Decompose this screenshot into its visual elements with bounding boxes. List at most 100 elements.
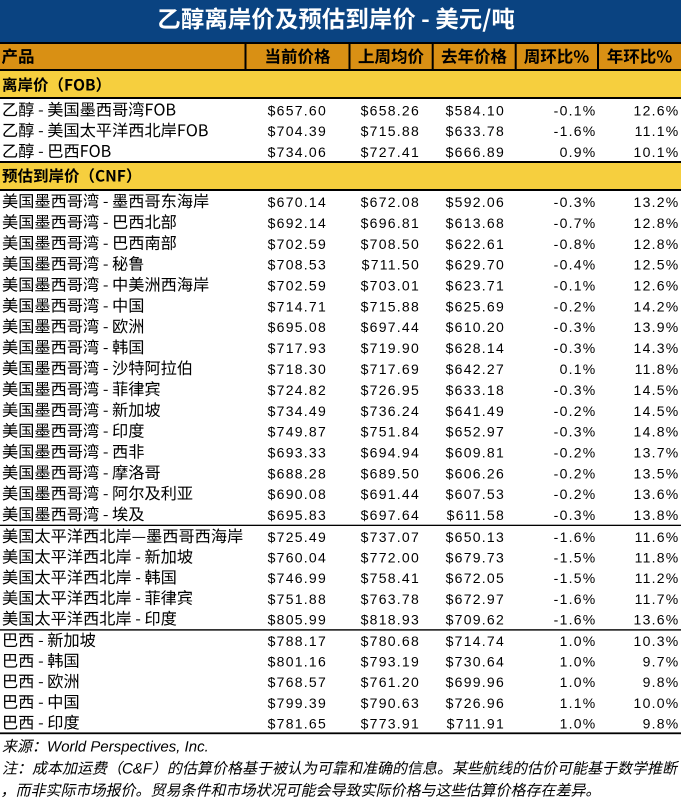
svg-text:12.8%: 12.8% bbox=[634, 215, 680, 231]
svg-text:$781.65: $781.65 bbox=[268, 715, 327, 731]
svg-text:1.0%: 1.0% bbox=[560, 674, 597, 690]
svg-text:-0.3%: -0.3% bbox=[554, 340, 597, 356]
svg-text:$718.30: $718.30 bbox=[268, 361, 327, 377]
svg-text:10.3%: 10.3% bbox=[634, 633, 680, 649]
svg-text:$672.08: $672.08 bbox=[361, 194, 420, 210]
svg-text:-1.6%: -1.6% bbox=[554, 591, 597, 607]
svg-text:12.8%: 12.8% bbox=[634, 236, 680, 252]
svg-text:-0.1%: -0.1% bbox=[554, 278, 597, 294]
svg-text:$730.64: $730.64 bbox=[446, 654, 505, 670]
svg-text:$734.06: $734.06 bbox=[268, 144, 327, 160]
svg-text:$711.50: $711.50 bbox=[362, 257, 420, 273]
svg-text:$609.81: $609.81 bbox=[446, 445, 505, 461]
svg-text:-0.3%: -0.3% bbox=[554, 424, 597, 440]
svg-text:$715.88: $715.88 bbox=[361, 298, 420, 314]
svg-text:$672.97: $672.97 bbox=[446, 591, 505, 607]
svg-text:14.3%: 14.3% bbox=[634, 340, 680, 356]
svg-text:$801.16: $801.16 bbox=[268, 654, 327, 670]
svg-text:$666.89: $666.89 bbox=[446, 144, 505, 160]
svg-text:$688.28: $688.28 bbox=[268, 465, 327, 481]
svg-text:$641.49: $641.49 bbox=[446, 403, 505, 419]
svg-text:9.8%: 9.8% bbox=[643, 715, 680, 731]
svg-text:1.0%: 1.0% bbox=[560, 654, 597, 670]
svg-text:$610.20: $610.20 bbox=[446, 319, 505, 335]
svg-text:$695.08: $695.08 bbox=[268, 319, 327, 335]
svg-text:$760.04: $760.04 bbox=[268, 550, 327, 566]
svg-text:$761.20: $761.20 bbox=[361, 674, 420, 690]
svg-text:$689.50: $689.50 bbox=[361, 465, 420, 481]
svg-text:13.9%: 13.9% bbox=[634, 319, 680, 335]
svg-text:$696.81: $696.81 bbox=[361, 215, 420, 231]
svg-text:-0.2%: -0.2% bbox=[554, 403, 597, 419]
svg-text:$629.70: $629.70 bbox=[446, 257, 505, 273]
svg-text:$758.41: $758.41 bbox=[361, 570, 420, 586]
svg-text:11.8%: 11.8% bbox=[635, 550, 680, 566]
svg-text:$606.26: $606.26 bbox=[446, 465, 505, 481]
svg-text:13.8%: 13.8% bbox=[634, 507, 680, 523]
svg-text:$623.71: $623.71 bbox=[446, 278, 505, 294]
svg-text:$625.69: $625.69 bbox=[446, 298, 505, 314]
svg-text:$709.62: $709.62 bbox=[446, 611, 505, 627]
svg-text:-0.3%: -0.3% bbox=[554, 194, 597, 210]
svg-text:13.6%: 13.6% bbox=[634, 611, 680, 627]
svg-text:-1.6%: -1.6% bbox=[554, 123, 597, 139]
svg-text:12.6%: 12.6% bbox=[634, 278, 680, 294]
svg-text:$657.60: $657.60 bbox=[268, 103, 327, 119]
svg-text:$719.90: $719.90 bbox=[361, 340, 420, 356]
svg-text:13.5%: 13.5% bbox=[634, 465, 680, 481]
svg-text:$790.63: $790.63 bbox=[361, 695, 420, 711]
svg-text:$702.59: $702.59 bbox=[268, 278, 327, 294]
svg-text:-0.4%: -0.4% bbox=[554, 257, 597, 273]
svg-text:11.1%: 11.1% bbox=[635, 123, 680, 139]
svg-text:$773.91: $773.91 bbox=[361, 715, 420, 731]
svg-text:$708.53: $708.53 bbox=[268, 257, 327, 273]
svg-text:$697.44: $697.44 bbox=[361, 319, 420, 335]
svg-text:$818.93: $818.93 bbox=[361, 611, 420, 627]
svg-text:-0.1%: -0.1% bbox=[554, 103, 597, 119]
svg-text:$584.10: $584.10 bbox=[446, 103, 505, 119]
svg-text:$592.06: $592.06 bbox=[446, 194, 505, 210]
svg-text:$751.84: $751.84 bbox=[361, 424, 420, 440]
svg-text:$805.99: $805.99 bbox=[268, 611, 327, 627]
svg-text:-0.2%: -0.2% bbox=[554, 465, 597, 481]
svg-text:-1.6%: -1.6% bbox=[554, 529, 597, 545]
svg-text:$768.57: $768.57 bbox=[268, 674, 327, 690]
svg-text:$633.18: $633.18 bbox=[446, 382, 505, 398]
svg-text:$726.95: $726.95 bbox=[361, 382, 420, 398]
svg-text:$715.88: $715.88 bbox=[361, 123, 420, 139]
svg-text:$772.00: $772.00 bbox=[361, 550, 420, 566]
svg-text:$691.44: $691.44 bbox=[361, 486, 420, 502]
svg-text:0.9%: 0.9% bbox=[560, 144, 597, 160]
svg-text:1.0%: 1.0% bbox=[560, 715, 597, 731]
svg-text:-1.5%: -1.5% bbox=[554, 550, 597, 566]
svg-text:-0.3%: -0.3% bbox=[554, 319, 597, 335]
svg-text:$699.96: $699.96 bbox=[446, 674, 505, 690]
svg-text:$799.39: $799.39 bbox=[268, 695, 327, 711]
svg-text:14.2%: 14.2% bbox=[634, 298, 680, 314]
svg-text:$694.94: $694.94 bbox=[361, 445, 420, 461]
svg-text:$693.33: $693.33 bbox=[268, 445, 327, 461]
svg-text:1.1%: 1.1% bbox=[560, 695, 597, 711]
svg-text:-0.3%: -0.3% bbox=[554, 507, 597, 523]
svg-text:-1.6%: -1.6% bbox=[554, 611, 597, 627]
svg-text:$736.24: $736.24 bbox=[361, 403, 420, 419]
svg-text:13.6%: 13.6% bbox=[634, 486, 680, 502]
svg-text:$692.14: $692.14 bbox=[268, 215, 327, 231]
svg-text:$695.83: $695.83 bbox=[268, 507, 327, 523]
svg-text:11.8%: 11.8% bbox=[635, 361, 680, 377]
svg-text:1.0%: 1.0% bbox=[560, 633, 597, 649]
svg-text:10.1%: 10.1% bbox=[634, 144, 680, 160]
svg-text:12.6%: 12.6% bbox=[634, 103, 680, 119]
svg-text:-1.5%: -1.5% bbox=[554, 570, 597, 586]
svg-text:$714.71: $714.71 bbox=[268, 298, 327, 314]
svg-text:14.8%: 14.8% bbox=[634, 424, 680, 440]
svg-text:10.0%: 10.0% bbox=[634, 695, 680, 711]
svg-text:$622.61: $622.61 bbox=[446, 236, 505, 252]
svg-text:$670.14: $670.14 bbox=[268, 194, 327, 210]
svg-text:$746.99: $746.99 bbox=[268, 570, 327, 586]
svg-text:$751.88: $751.88 bbox=[268, 591, 327, 607]
svg-text:$642.27: $642.27 bbox=[446, 361, 505, 377]
svg-text:$702.59: $702.59 bbox=[268, 236, 327, 252]
svg-text:14.5%: 14.5% bbox=[634, 382, 680, 398]
svg-text:$724.82: $724.82 bbox=[268, 382, 327, 398]
